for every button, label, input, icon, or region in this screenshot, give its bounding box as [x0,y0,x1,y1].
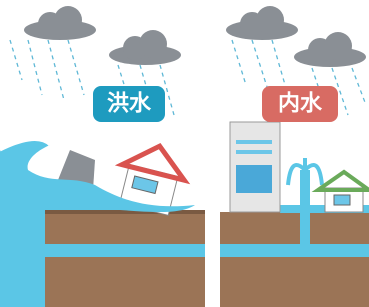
building [230,122,280,212]
left-ground [40,210,205,307]
small-house [318,172,369,212]
clouds [24,6,366,67]
illustration: 洪水 内水 [0,0,369,307]
panel-label: 内水 [278,92,323,117]
panel-label: 洪水 [107,92,152,117]
